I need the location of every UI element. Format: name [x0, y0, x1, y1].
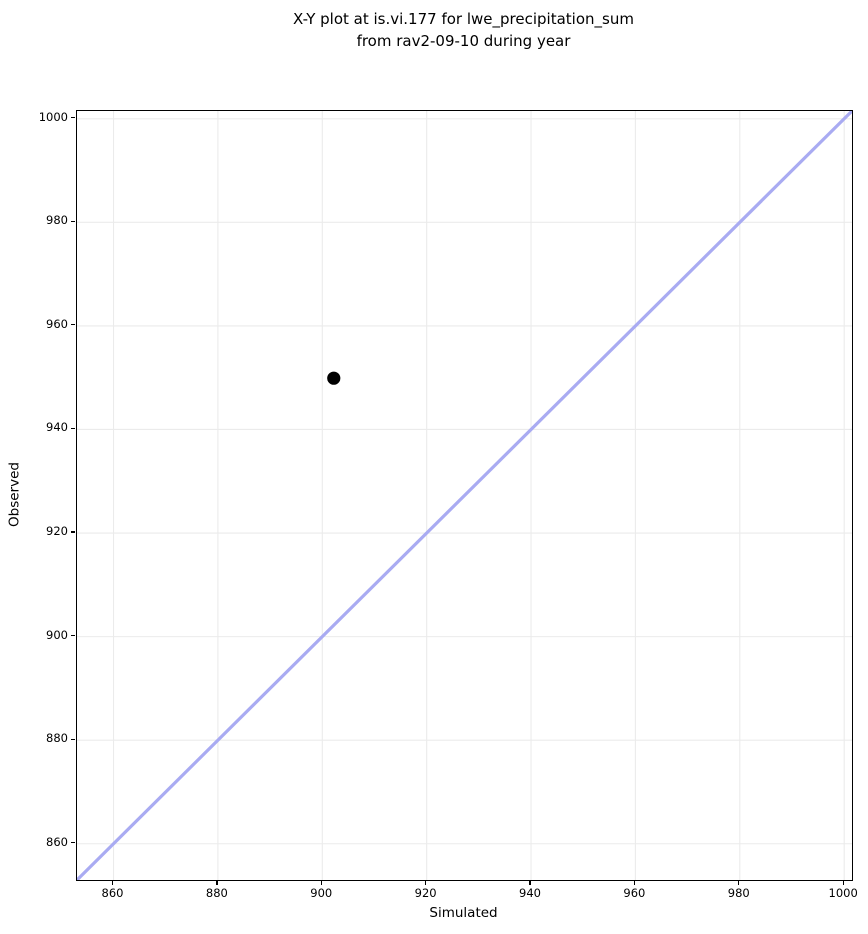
x-tick-label: 860	[101, 886, 124, 900]
y-tick-mark	[70, 324, 75, 326]
y-tick-label: 1000	[38, 109, 68, 124]
x-tick-label: 1000	[828, 886, 858, 900]
x-tick-mark	[842, 880, 844, 885]
x-tick-label: 900	[310, 886, 333, 900]
x-tick-label: 940	[519, 886, 541, 900]
identity-line	[77, 111, 852, 880]
x-tick-label: 920	[414, 886, 437, 900]
x-tick-mark	[633, 880, 635, 885]
y-tick-mark	[70, 531, 75, 533]
y-tick-mark	[70, 635, 75, 637]
data-point	[327, 371, 341, 385]
plot-canvas	[77, 111, 852, 880]
chart-title-line-1: X-Y plot at is.vi.177 for lwe_precipitat…	[293, 10, 634, 28]
x-tick-mark	[529, 880, 531, 885]
y-tick-mark	[70, 427, 75, 430]
x-tick-label: 980	[727, 886, 750, 900]
chart-title: X-Y plot at is.vi.177 for lwe_precipitat…	[76, 8, 851, 52]
x-tick-mark	[425, 880, 427, 885]
x-tick-mark	[738, 880, 740, 885]
y-tick-mark	[70, 738, 75, 740]
y-tick-mark	[70, 220, 75, 222]
x-tick-label: 880	[205, 886, 228, 900]
x-tick-mark	[111, 880, 114, 885]
y-tick-label: 860	[46, 834, 68, 849]
y-tick-label: 940	[46, 420, 68, 435]
x-axis-label: Simulated	[429, 905, 498, 921]
y-tick-label: 920	[46, 524, 68, 539]
y-tick-label: 900	[46, 627, 68, 642]
plot-area	[76, 110, 853, 881]
x-tick-mark	[216, 880, 218, 885]
y-axis-label: Observed	[6, 462, 23, 527]
chart-title-line-2: from rav2-09-10 during year	[356, 32, 571, 50]
x-tick-label: 960	[623, 886, 646, 900]
y-tick-label: 960	[46, 316, 68, 331]
y-tick-mark	[70, 117, 75, 119]
y-tick-label: 980	[46, 213, 68, 228]
x-tick-mark	[320, 880, 322, 885]
y-tick-label: 880	[46, 731, 68, 746]
y-tick-mark	[70, 842, 75, 844]
